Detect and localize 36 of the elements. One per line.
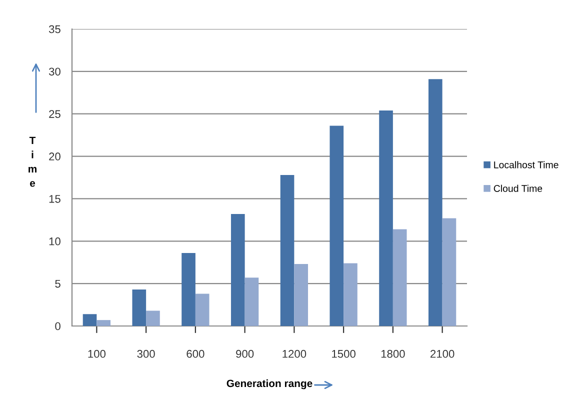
bar	[294, 264, 308, 326]
bar	[132, 290, 146, 326]
bar	[280, 174, 294, 326]
x-tick-label: 1200	[282, 350, 306, 358]
y-tick-label: 35	[48, 25, 60, 34]
bar	[82, 314, 97, 326]
bar	[392, 229, 407, 326]
bar	[195, 294, 210, 326]
bar	[330, 126, 344, 326]
legend-label: Cloud Time	[494, 184, 542, 192]
x-axis-title: Generation range	[226, 379, 312, 390]
y-axis-title: Time	[28, 136, 36, 187]
bar	[230, 214, 245, 326]
bar	[442, 218, 456, 326]
bar	[96, 320, 111, 326]
bar	[182, 253, 196, 326]
x-tick-label: 600	[186, 350, 204, 358]
bar	[428, 79, 442, 326]
x-tick-label: 1800	[381, 350, 405, 358]
bar	[379, 110, 393, 326]
y-tick-label: 25	[49, 110, 60, 118]
bar	[146, 310, 160, 326]
bar	[244, 278, 259, 326]
y-tick-label: 15	[49, 195, 60, 203]
bar	[344, 263, 358, 326]
legend-label: Localhost Time	[494, 161, 558, 168]
x-tick-label: 100	[88, 350, 106, 358]
y-tick-label: 10	[49, 237, 60, 246]
x-tick-label: 1500	[332, 350, 356, 358]
y-tick-label: 5	[55, 280, 60, 288]
x-tick-label: 2100	[430, 350, 454, 358]
y-tick-label: 0	[55, 322, 60, 330]
y-tick-label: 30	[48, 68, 60, 76]
x-tick-label: 300	[137, 350, 155, 358]
x-tick-label: 900	[236, 350, 254, 358]
y-tick-label: 20	[49, 152, 60, 160]
